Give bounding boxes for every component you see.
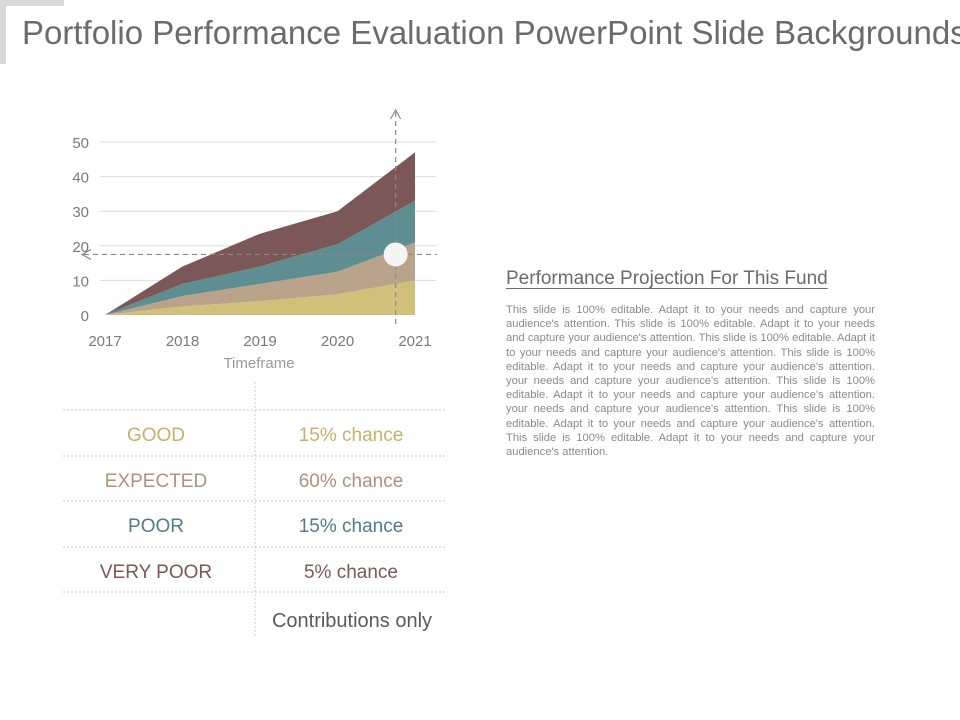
up-arrow-icon	[390, 108, 402, 120]
x-tick-label: 2019	[243, 333, 276, 350]
x-axis-title: Timeframe	[223, 355, 294, 372]
x-tick-label: 2020	[321, 333, 354, 350]
y-tick-label: 0	[81, 308, 89, 325]
x-tick-label: 2017	[88, 333, 121, 350]
y-tick-label: 20	[72, 239, 89, 256]
y-tick-label: 30	[72, 204, 89, 221]
slide-title: Portfolio Performance Evaluation PowerPo…	[22, 14, 960, 51]
scenario-label-good: GOOD	[126, 425, 186, 446]
chance-value-expected: 60% chance	[298, 471, 404, 492]
scenario-label-very-poor: VERY POOR	[99, 562, 213, 583]
y-tick-label: 40	[72, 170, 89, 187]
y-tick-label: 10	[72, 273, 89, 290]
chance-value-very-poor: 5% chance	[303, 562, 398, 583]
chance-value-good: 15% chance	[298, 425, 404, 446]
chance-value-poor: 15% chance	[298, 516, 404, 537]
x-tick-label: 2018	[166, 333, 199, 350]
projection-body: This slide is 100% editable. Adapt it to…	[506, 304, 875, 459]
corner-bracket-decoration	[0, 0, 64, 64]
scenario-label-poor: POOR	[128, 516, 184, 537]
area-series-2	[105, 242, 415, 315]
area-series-4	[105, 152, 415, 315]
scenario-label-expected: EXPECTED	[104, 471, 208, 492]
marker-point	[383, 242, 408, 267]
contributions-footer: Contributions only	[271, 610, 433, 632]
left-arrow-icon	[80, 248, 92, 260]
projection-title: Performance Projection For This Fund	[506, 268, 828, 289]
x-tick-label: 2021	[398, 333, 431, 350]
y-tick-label: 50	[72, 135, 89, 152]
area-series-3	[105, 200, 415, 315]
